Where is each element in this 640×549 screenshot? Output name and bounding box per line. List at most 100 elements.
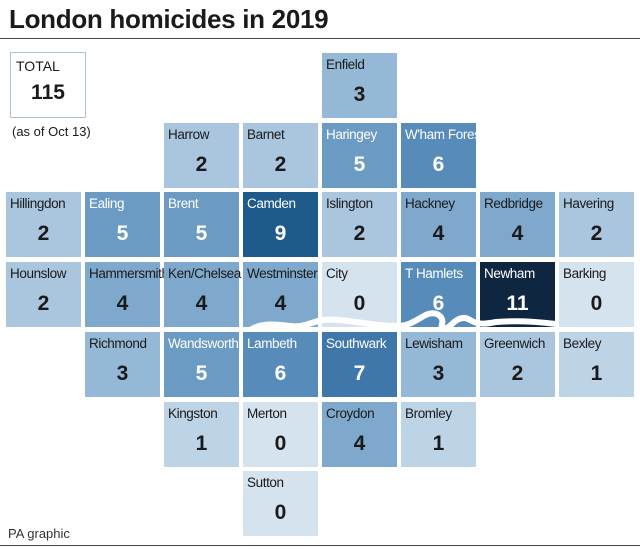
- borough-name: Croydon: [326, 405, 375, 421]
- borough-tile: Lambeth 6: [243, 331, 318, 397]
- borough-tile: Greenwich 2: [480, 331, 555, 397]
- borough-name: Westminster: [247, 266, 318, 282]
- borough-tile: Newham 11: [480, 262, 555, 328]
- borough-homicide-count: 5: [195, 222, 208, 246]
- borough-homicide-count: 2: [511, 361, 524, 385]
- borough-tile: Barnet 2: [243, 122, 318, 188]
- borough-tile: Barking 0: [559, 262, 634, 328]
- borough-homicide-count: 1: [195, 431, 208, 455]
- borough-name: Enfield: [326, 57, 365, 72]
- borough-homicide-count: 5: [195, 361, 208, 385]
- borough-name: Hammersmith: [89, 266, 169, 282]
- borough-tile: Ken/Chelsea 4: [164, 262, 241, 328]
- borough-tile: Enfield 3: [322, 53, 397, 118]
- borough-name: Redbridge: [484, 196, 543, 212]
- borough-homicide-count: 1: [432, 431, 445, 455]
- total-box: TOTAL 115: [10, 52, 86, 118]
- borough-tile: Kingston 1: [164, 401, 239, 467]
- borough-name: Lambeth: [247, 335, 297, 351]
- borough-name: Havering: [563, 196, 614, 212]
- borough-name: Sutton: [247, 475, 284, 491]
- borough-tile: Hammersmith 4: [85, 262, 169, 328]
- borough-name: Southwark: [326, 335, 387, 351]
- borough-name: Harrow: [168, 126, 210, 142]
- borough-name: Greenwich: [484, 335, 545, 351]
- borough-homicide-count: 3: [432, 361, 445, 385]
- borough-tile: Hounslow 2: [6, 262, 81, 328]
- borough-tile: Merton 0: [243, 401, 318, 467]
- borough-name: Barking: [563, 266, 606, 282]
- borough-name: Richmond: [89, 335, 147, 351]
- borough-name: Islington: [326, 196, 373, 212]
- borough-homicide-count: 0: [353, 292, 366, 316]
- borough-name: Lewisham: [405, 335, 463, 351]
- borough-name: City: [326, 266, 348, 282]
- borough-tile: Redbridge 4: [480, 192, 555, 258]
- borough-name: Bexley: [563, 335, 602, 351]
- borough-name: Hounslow: [10, 266, 67, 282]
- borough-name: Bromley: [405, 405, 452, 421]
- borough-tile: Westminster 4: [243, 262, 318, 328]
- borough-homicide-count: 11: [506, 292, 529, 316]
- borough-homicide-count: 2: [37, 222, 50, 246]
- borough-name: Camden: [247, 196, 296, 212]
- borough-name: Barnet: [247, 126, 285, 142]
- borough-tile: Lewisham 3: [401, 331, 476, 397]
- borough-name: T Hamlets: [405, 266, 463, 282]
- borough-homicide-count: 1: [590, 361, 603, 385]
- borough-homicide-count: 4: [353, 431, 366, 455]
- borough-name: Brent: [168, 196, 199, 212]
- borough-tile: Harrow 2: [164, 122, 239, 188]
- borough-homicide-count: 3: [353, 83, 366, 106]
- borough-name: W'ham Forest: [405, 126, 484, 142]
- borough-tile: Hackney 4: [401, 192, 476, 258]
- borough-tile: Richmond 3: [85, 331, 160, 397]
- borough-homicide-count: 2: [353, 222, 366, 246]
- borough-homicide-count: 7: [353, 361, 366, 385]
- borough-homicide-count: 0: [274, 501, 287, 525]
- page-title: London homicides in 2019: [9, 4, 329, 34]
- borough-homicide-count: 4: [511, 222, 524, 246]
- borough-homicide-count: 2: [195, 152, 208, 176]
- borough-homicide-count: 6: [432, 152, 445, 176]
- borough-homicide-count: 4: [116, 292, 129, 316]
- borough-homicide-count: 2: [590, 222, 603, 246]
- borough-tile: Haringey 5: [322, 122, 397, 188]
- credit-text: PA graphic: [8, 526, 70, 541]
- borough-tile: Croydon 4: [322, 401, 397, 467]
- borough-homicide-count: 4: [274, 292, 287, 316]
- borough-homicide-count: 4: [195, 292, 208, 316]
- borough-tile: Bromley 1: [401, 401, 476, 467]
- borough-homicide-count: 3: [116, 361, 129, 385]
- borough-name: Ken/Chelsea: [168, 266, 241, 282]
- borough-tile: Camden 9: [243, 192, 318, 258]
- total-value: 115: [31, 81, 65, 104]
- top-divider: [0, 38, 640, 39]
- borough-tile: City 0: [322, 262, 397, 328]
- borough-name: Hillingdon: [10, 196, 66, 212]
- borough-homicide-count: 5: [116, 222, 129, 246]
- borough-tile: Islington 2: [322, 192, 397, 258]
- borough-tile: Sutton 0: [243, 471, 318, 537]
- borough-homicide-count: 6: [432, 292, 445, 316]
- borough-tile: Southwark 7: [322, 331, 397, 397]
- borough-tile: Brent 5: [164, 192, 239, 258]
- borough-homicide-count: 0: [274, 431, 287, 455]
- borough-homicide-count: 2: [274, 152, 287, 176]
- borough-tile: Wandsworth 5: [164, 331, 239, 397]
- borough-homicide-count: 9: [274, 222, 287, 246]
- borough-name: Kingston: [168, 405, 218, 421]
- borough-tile: T Hamlets 6: [401, 262, 476, 328]
- borough-homicide-count: 2: [37, 292, 50, 316]
- borough-name: Newham: [484, 266, 535, 282]
- as-of-note: (as of Oct 13): [12, 124, 91, 139]
- borough-tile: Ealing 5: [85, 192, 160, 258]
- borough-tile: Bexley 1: [559, 331, 634, 397]
- borough-homicide-count: 5: [353, 152, 366, 176]
- borough-name: Wandsworth: [168, 335, 239, 351]
- total-label: TOTAL: [16, 58, 60, 74]
- borough-homicide-count: 0: [590, 292, 603, 316]
- borough-name: Merton: [247, 405, 287, 421]
- borough-homicide-count: 6: [274, 361, 287, 385]
- borough-tile: Hillingdon 2: [6, 192, 81, 258]
